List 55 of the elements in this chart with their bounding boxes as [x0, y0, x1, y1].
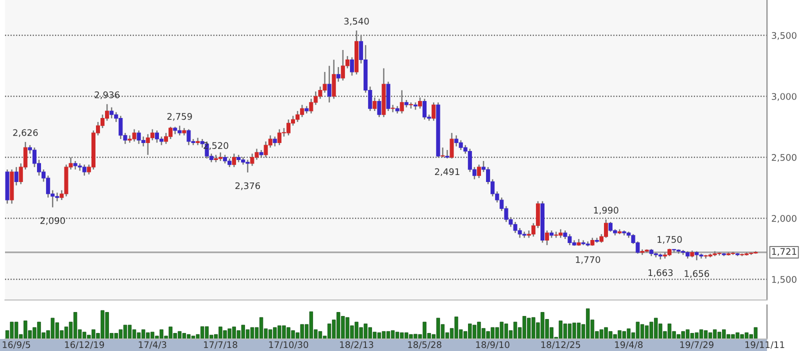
- candlestick: [150, 128, 154, 141]
- x-tick-label: 17/10/30: [269, 341, 308, 349]
- x-tick-label: 18/5/28: [408, 341, 442, 349]
- x-tick-label: 16/12/19: [65, 341, 104, 349]
- candlestick: [476, 164, 481, 179]
- annotation: 1,770: [576, 256, 600, 264]
- candlestick: [604, 218, 608, 238]
- x-tick-label: 18/12/25: [541, 341, 580, 349]
- candlestick: [545, 230, 550, 246]
- x-tick-label: 18/2/13: [340, 341, 374, 349]
- annotation: 2,090: [40, 217, 65, 225]
- candlestick: [608, 221, 613, 232]
- candlestick: [440, 146, 445, 158]
- x-tick-label: 19/7/29: [680, 341, 714, 349]
- y-tick-label: 1,500: [772, 276, 796, 284]
- y-tick-label: 2,500: [772, 154, 796, 162]
- candlestick: [327, 65, 332, 104]
- annotation: 2,759: [167, 112, 192, 121]
- annotation: 2,491: [434, 168, 460, 176]
- annotation: 2,376: [235, 182, 260, 190]
- annotation: 2,936: [94, 91, 120, 100]
- y-tick-label: 3,000: [772, 93, 796, 101]
- candlestick: [272, 136, 277, 147]
- candlestick: [377, 98, 382, 118]
- x-tick-label: 18/9/10: [476, 341, 510, 349]
- annotation: 1,656: [684, 270, 710, 278]
- x-tick-label: 17/7/18: [204, 341, 238, 349]
- candlestick: [309, 98, 314, 114]
- candlestick: [232, 153, 236, 168]
- candlestick: [110, 106, 114, 119]
- annotation: 1,990: [594, 206, 618, 215]
- candlestick: [400, 90, 404, 114]
- x-tick-label: 19/4/8: [615, 341, 643, 349]
- candlestick: [450, 132, 454, 160]
- candlestick: [336, 66, 340, 82]
- x-tick-label: 16/9/5: [2, 341, 30, 349]
- x-tick-label: 19/11/11: [745, 341, 784, 349]
- annotation: 3,540: [344, 18, 369, 26]
- candlestick: [432, 102, 436, 122]
- candlestick: [418, 96, 422, 110]
- ref-line-label: 1,721: [772, 248, 796, 256]
- candlestick: [350, 56, 354, 76]
- y-tick-label: 2,000: [772, 215, 796, 223]
- candlestick: [422, 98, 427, 120]
- candlestick: [332, 59, 336, 100]
- y-tick-label: 3,500: [772, 32, 796, 40]
- candlestick: [372, 96, 377, 112]
- x-tick-label: 17/4/3: [138, 341, 166, 349]
- candlestick: [82, 164, 86, 176]
- candlestick: [14, 166, 18, 186]
- annotation: 1,750: [658, 236, 682, 244]
- candlestick: [141, 136, 146, 147]
- annotation: 1,663: [648, 269, 673, 278]
- annotation: 2,626: [13, 129, 38, 137]
- candlestick: [445, 149, 450, 160]
